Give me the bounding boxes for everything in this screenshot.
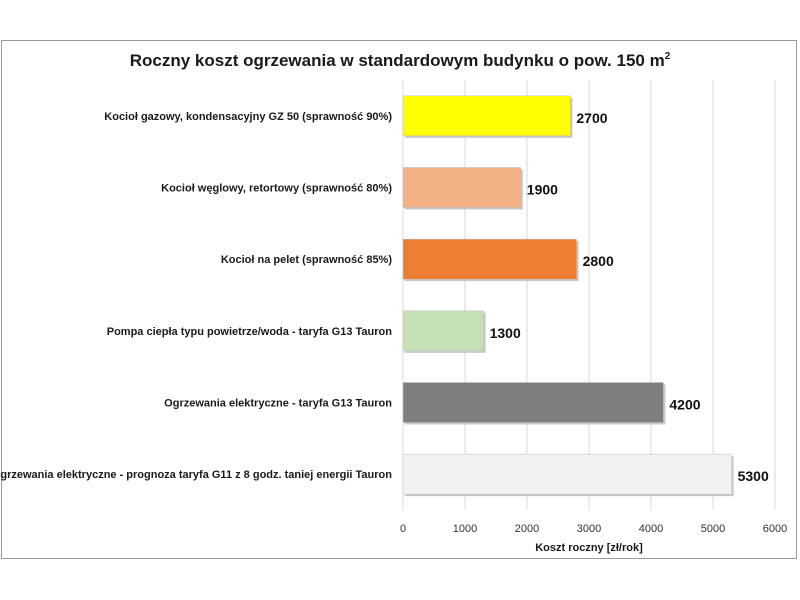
- chart-title: Roczny koszt ogrzewania w standardowym b…: [130, 51, 671, 70]
- x-tick-label: 2000: [515, 523, 539, 535]
- category-label: Kocioł na pelet (sprawność 85%): [221, 254, 392, 266]
- x-tick-label: 6000: [763, 523, 787, 535]
- x-tick-label: 5000: [701, 523, 725, 535]
- value-label: 2800: [583, 253, 614, 269]
- category-label: Ogrzewania elektryczne - taryfa G13 Taur…: [164, 398, 392, 410]
- chart-title-superscript: 2: [665, 51, 671, 62]
- x-tick-label: 3000: [577, 523, 601, 535]
- value-label: 1300: [490, 325, 521, 341]
- chart-title-main: Roczny koszt ogrzewania w standardowym b…: [130, 51, 665, 70]
- x-axis-title: Koszt roczny [zł/rok]: [535, 542, 643, 554]
- bar: [402, 382, 664, 423]
- bars: [402, 95, 734, 497]
- bar: [402, 310, 484, 352]
- category-label: Kocioł węglowy, retortowy (sprawność 80%…: [161, 183, 392, 195]
- bar: [402, 453, 732, 495]
- category-label: Kocioł gazowy, kondensacyjny GZ 50 (spra…: [104, 111, 392, 123]
- x-tick-labels: 0 1000 2000 3000 4000 5000 6000: [400, 523, 787, 535]
- value-label: 4200: [669, 397, 700, 413]
- category-label: Pompa ciepła typu powietrze/woda - taryf…: [107, 326, 393, 338]
- x-tick-label: 0: [400, 523, 406, 535]
- category-labels: Kocioł gazowy, kondensacyjny GZ 50 (spra…: [0, 111, 392, 481]
- category-label: Ogrzewania elektryczne - prognoza taryfa…: [0, 469, 392, 481]
- value-label: 1900: [527, 182, 558, 198]
- bar: [402, 167, 522, 208]
- x-tick-label: 1000: [453, 523, 477, 535]
- bar: [402, 95, 571, 137]
- value-label: 2700: [576, 110, 607, 126]
- value-label: 5300: [738, 468, 769, 484]
- gridlines: [402, 80, 776, 510]
- x-tick-label: 4000: [639, 523, 663, 535]
- bar: [402, 238, 577, 280]
- value-labels: 2700 1900 2800 1300 4200 5300: [490, 110, 769, 484]
